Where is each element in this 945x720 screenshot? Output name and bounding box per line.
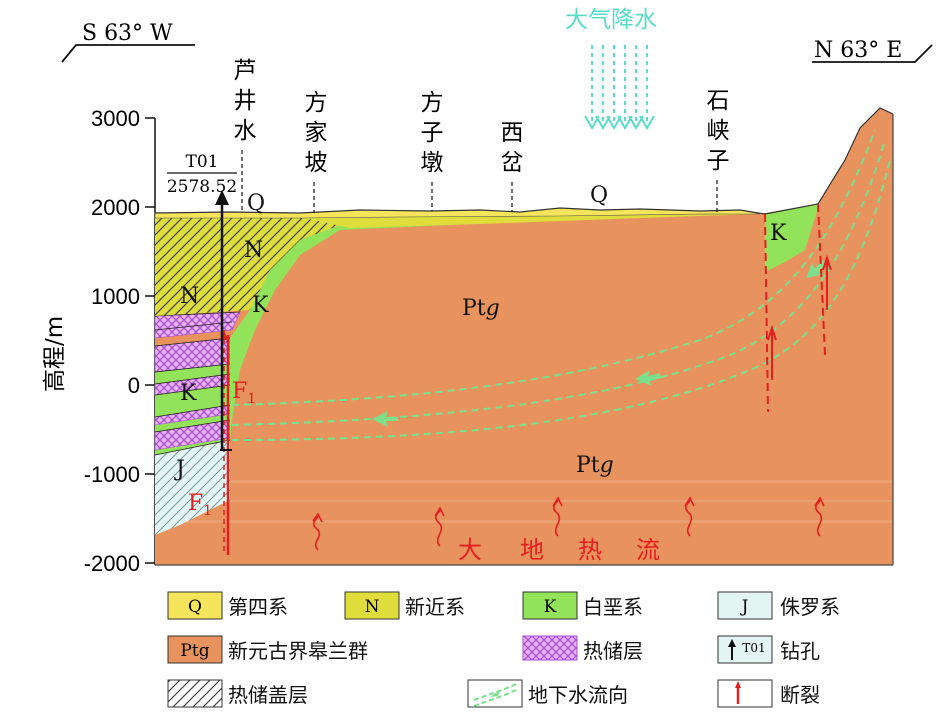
label-ptg2: Ptg [576,453,614,478]
place-fangjiapo: 方 家 坡 [305,90,328,213]
legend-item-q: Q 第四系 [167,591,288,620]
precipitation-label: 大气降水 [565,7,657,33]
unit-ptg [155,108,893,565]
place-lujingshui: 芦 井 水 [234,58,257,212]
label-k1: K [252,293,269,318]
svg-text:峡: 峡 [707,118,730,144]
direction-left-label: S 63° W [82,21,173,46]
y-axis-label: 高程/m [42,316,68,392]
legend-item-ptg: Ptg 新元古界皋兰群 [167,635,368,664]
svg-text:芦: 芦 [234,58,257,84]
legend-item-borehole: T01 钻孔 [717,635,820,664]
svg-text:子: 子 [707,148,730,174]
svg-text:Q: Q [188,597,202,617]
svg-text:子: 子 [421,120,444,146]
unit-k-right [765,204,818,272]
legend-item-n: N 新近系 [344,591,465,620]
svg-text:热储盖层: 热储盖层 [228,683,308,707]
borehole-id: T01 [186,152,219,172]
svg-text:T01: T01 [742,641,765,655]
svg-text:方: 方 [421,90,444,116]
heat-flow-label: 大 地 热 流 [458,536,660,564]
fault-labels: F1 F1 [188,379,256,519]
label-f1-upper: F1 [232,379,256,407]
heat-flow-char-4: 流 [636,536,660,564]
y-tick-minus-2000: -2000 [84,551,140,576]
svg-text:N: N [365,597,380,617]
unit-labels: Q Q N N K K K J Ptg Ptg [174,183,787,482]
direction-right: N 63° E [812,38,933,63]
label-k3: K [770,221,787,246]
svg-text:第四系: 第四系 [228,595,288,619]
label-q2: Q [590,183,608,208]
direction-left: S 63° W [61,21,195,63]
label-j: J [174,457,185,482]
place-shixiazi: 石 峡 子 [707,88,730,213]
legend-item-k: K 白垩系 [522,591,643,620]
svg-text:墩: 墩 [421,150,444,176]
heat-flow-char-3: 热 [578,536,602,564]
svg-text:岔: 岔 [501,150,524,176]
direction-right-label: N 63° E [814,38,902,63]
svg-text:方: 方 [305,90,328,116]
svg-text:水: 水 [234,118,257,144]
layer-lines [154,311,241,456]
fault-right-2 [817,203,832,356]
rain-arrows [584,45,655,130]
heat-flow-arrows [312,496,825,551]
legend: Q 第四系 N 新近系 K 白垩系 J 侏罗系 Ptg 新元古界皋兰群 热储层 [167,591,840,708]
y-tick-2000: 2000 [91,195,140,220]
legend-item-groundwater: 地下水流向 [467,679,628,708]
y-axis: 3000 2000 1000 0 -1000 -2000 高程/m [42,106,156,576]
label-q1: Q [247,191,265,216]
legend-item-caprock: 热储盖层 [167,679,308,708]
heat-flow-char-1: 大 [458,536,482,564]
svg-text:坡: 坡 [305,150,328,176]
svg-text:白垩系: 白垩系 [583,595,643,619]
label-n2: N [180,284,199,309]
label-n1: N [244,238,263,263]
svg-text:井: 井 [234,88,257,114]
svg-text:Ptg: Ptg [180,641,209,661]
label-ptg1: Ptg [462,296,500,321]
legend-item-j: J 侏罗系 [717,591,840,620]
place-xicha: 西 岔 [501,120,524,212]
place-fangzidun: 方 子 墩 [421,90,444,211]
legend-item-fault: 断裂 [717,679,820,708]
svg-text:家: 家 [305,120,328,146]
groundwater-flow [231,129,891,441]
label-f1-lower: F1 [188,491,212,519]
place-names: 芦 井 水 方 家 坡 方 子 墩 西 岔 石 峡 子 [234,58,730,213]
svg-text:热储层: 热储层 [583,639,643,663]
y-tick-3000: 3000 [91,106,140,131]
legend-item-reservoir: 热储层 [522,635,643,663]
unit-j [155,440,230,535]
unit-n-band [300,214,760,228]
svg-text:钻孔: 钻孔 [780,639,820,663]
svg-text:K: K [544,597,557,617]
svg-text:J: J [740,597,749,617]
fault-right-1 [764,213,777,413]
svg-text:断裂: 断裂 [780,683,820,707]
borehole-t01: T01 2578.52 [167,152,237,451]
precipitation: 大气降水 [565,7,657,130]
heat-flow-char-2: 地 [520,536,544,564]
borehole-elevation: 2578.52 [167,177,237,197]
y-tick-1000: 1000 [91,284,140,309]
svg-text:新近系: 新近系 [405,595,465,619]
svg-text:地下水流向: 地下水流向 [528,683,628,707]
heat-bands [156,480,892,523]
svg-text:石: 石 [707,88,730,114]
ground-surface [154,107,894,215]
y-tick-0: 0 [128,373,140,398]
svg-text:西: 西 [501,120,524,146]
label-k2: K [180,381,197,406]
y-tick-minus-1000: -1000 [84,462,140,487]
svg-text:侏罗系: 侏罗系 [780,595,840,619]
unit-n [155,214,625,316]
svg-text:新元古界皋兰群: 新元古界皋兰群 [228,639,368,663]
